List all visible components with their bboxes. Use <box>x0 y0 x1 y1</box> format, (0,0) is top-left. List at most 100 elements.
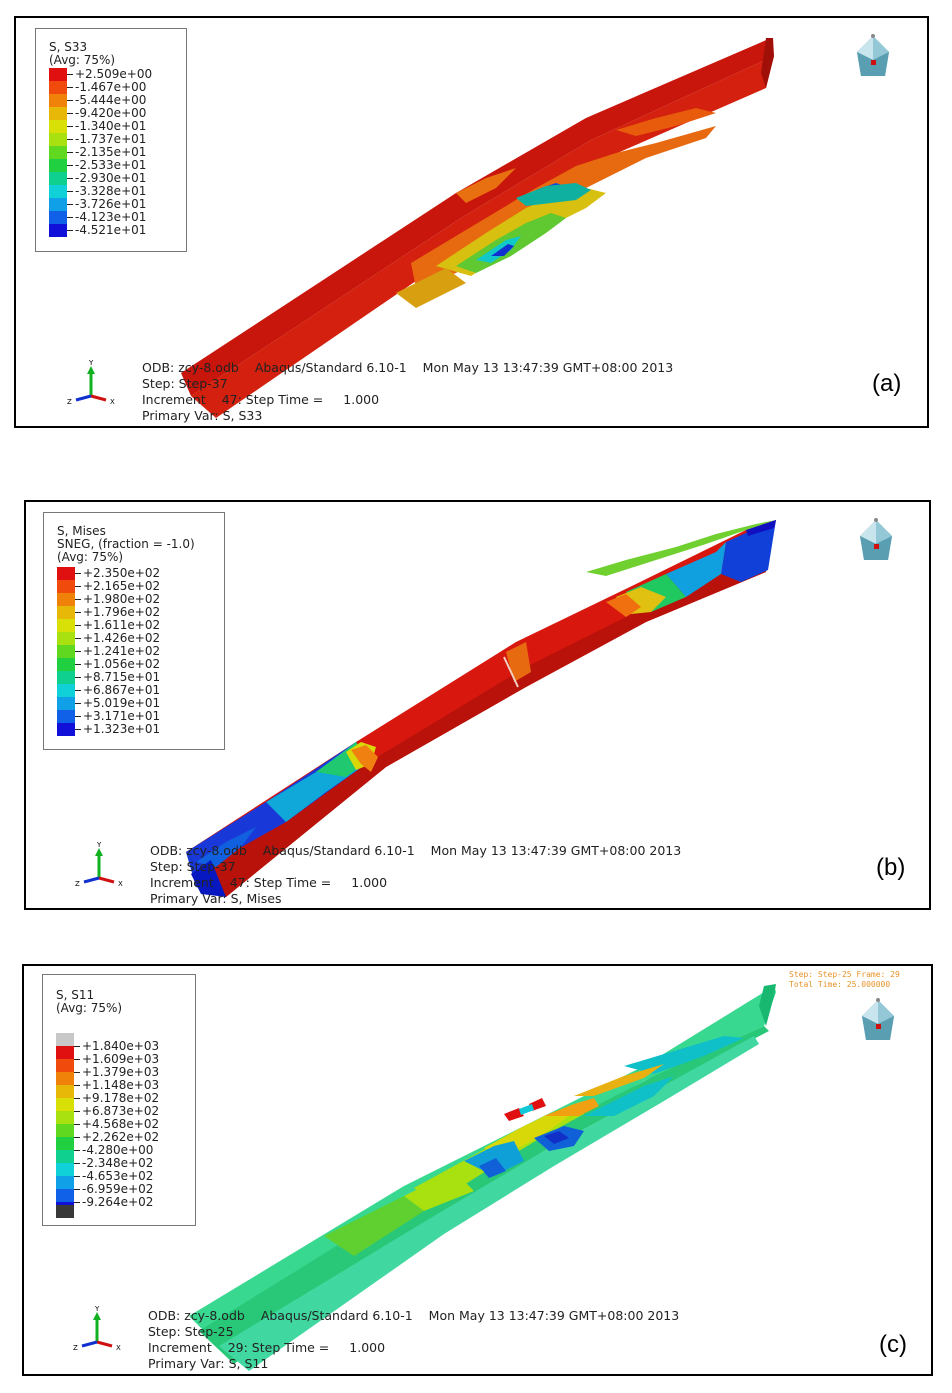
legend-row: +2.350e+02 <box>57 567 222 586</box>
legend-value: +2.165e+02 <box>83 579 161 593</box>
legend-title-line: (Avg: 75%) <box>57 550 124 564</box>
odb-prefix: ODB: <box>148 1308 181 1323</box>
legend-tick <box>67 74 73 75</box>
legend-swatch <box>57 710 75 723</box>
legend-tick <box>74 1046 80 1047</box>
increment-value: 47: Step Time = <box>221 392 324 407</box>
legend-row: +5.019e+01 <box>57 697 222 716</box>
legend-swatch <box>49 120 67 133</box>
legend-tick <box>74 1137 80 1138</box>
legend-row: +6.867e+01 <box>57 684 222 703</box>
timestamp: Mon May 13 13:47:39 GMT+08:00 2013 <box>422 360 674 375</box>
legend-value: +2.350e+02 <box>83 566 161 580</box>
legend-swatch <box>57 606 75 619</box>
legend-swatch <box>56 1124 74 1137</box>
legend-swatch <box>56 1059 74 1072</box>
axis-label-y: Y <box>94 1305 100 1313</box>
legend-tick <box>74 1059 80 1060</box>
legend-value: -1.340e+01 <box>75 119 147 133</box>
legend-value: +1.148e+03 <box>82 1078 160 1092</box>
legend-swatch <box>57 632 75 645</box>
legend-tick <box>74 1202 80 1203</box>
frame-note-step: Step: Step-25 Frame: 29 <box>789 970 900 979</box>
axis-label-x: X <box>116 1344 121 1352</box>
legend-tick <box>74 1111 80 1112</box>
primary-variable: Primary Var: S, S33 <box>142 408 263 423</box>
legend-row: -2.348e+02 <box>56 1157 196 1176</box>
legend-row: +2.262e+02 <box>56 1131 196 1150</box>
legend-value: -6.959e+02 <box>82 1182 154 1196</box>
legend-swatch <box>56 1150 74 1163</box>
legend-row: +9.178e+02 <box>56 1092 196 1111</box>
legend-row: +1.611e+02 <box>57 619 222 638</box>
legend-swatch <box>49 198 67 211</box>
legend-tick <box>67 204 73 205</box>
solver-version: Abaqus/Standard 6.10-1 <box>260 1308 413 1323</box>
legend-swatch <box>57 684 75 697</box>
legend-value: +1.241e+02 <box>83 644 161 658</box>
legend-row: +1.980e+02 <box>57 593 222 612</box>
legend-swatch <box>49 133 67 146</box>
panel-label-b: (b) <box>876 854 906 881</box>
legend-row: +2.509e+00 <box>49 68 184 87</box>
legend-row: +8.715e+01 <box>57 671 222 690</box>
legend-value: +1.379e+03 <box>82 1065 160 1079</box>
panel-a: S, S33 (Avg: 75%) +2.509e+00 -1.467e+00 -5… <box>14 16 929 428</box>
legend-tick <box>75 716 81 717</box>
legend-swatch <box>57 697 75 710</box>
legend-value: -4.653e+02 <box>82 1169 154 1183</box>
primary-variable: Primary Var: S, S11 <box>148 1356 269 1371</box>
legend-row: +1.840e+03 <box>56 1040 196 1059</box>
model-render-c <box>189 984 776 1371</box>
panel-b: S, Mises SNEG, (fraction = -1.0) (Avg: 7… <box>24 500 931 910</box>
legend-swatch <box>56 1111 74 1124</box>
step-prefix: Step: <box>150 859 183 874</box>
view-cube-icon[interactable] <box>856 994 900 1046</box>
axis-label-z: Z <box>75 880 80 888</box>
view-cube-icon[interactable] <box>854 514 898 566</box>
legend-row: -6.959e+02 <box>56 1183 196 1202</box>
axis-label-y: Y <box>88 359 94 367</box>
legend-tick <box>75 586 81 587</box>
legend-swatch <box>56 1072 74 1085</box>
legend-tick <box>75 638 81 639</box>
legend-row: -1.340e+01 <box>49 120 184 139</box>
legend-swatch <box>56 1176 74 1189</box>
legend-swatch <box>57 567 75 580</box>
legend-tick <box>67 139 73 140</box>
model-render-a <box>181 38 774 418</box>
timestamp: Mon May 13 13:47:39 GMT+08:00 2013 <box>428 1308 680 1323</box>
solver-version: Abaqus/Standard 6.10-1 <box>262 843 415 858</box>
legend-value: -3.726e+01 <box>75 197 147 211</box>
legend-rows: +2.509e+00 -1.467e+00 -5.444e+00 -9.420e+00… <box>49 68 184 249</box>
info-block-b: ODB: zcy-8.odb Abaqus/Standard 6.10-1 Mo… <box>150 843 681 907</box>
view-cube-icon[interactable] <box>851 30 895 82</box>
legend-swatch <box>57 671 75 684</box>
legend-row: -5.444e+00 <box>49 94 184 113</box>
legend-row: +1.379e+03 <box>56 1066 196 1085</box>
step-prefix: Step: <box>148 1324 181 1339</box>
legend-tick <box>74 1124 80 1125</box>
increment-value: 47: Step Time = <box>229 875 332 890</box>
axis-label-z: Z <box>73 1344 78 1352</box>
legend-value: +4.568e+02 <box>82 1117 160 1131</box>
legend-swatch <box>49 68 67 81</box>
legend-row: -1.737e+01 <box>49 133 184 152</box>
legend-swatch <box>56 1163 74 1176</box>
legend-row: -4.653e+02 <box>56 1170 196 1189</box>
legend-value: -1.737e+01 <box>75 132 147 146</box>
legend-row: +4.568e+02 <box>56 1118 196 1137</box>
legend-tick <box>74 1072 80 1073</box>
legend-row: -2.533e+01 <box>49 159 184 178</box>
legend-swatch <box>49 211 67 224</box>
legend-value: +2.262e+02 <box>82 1130 160 1144</box>
legend-value: +6.867e+01 <box>83 683 161 697</box>
triad-axis-icon: Y X Z <box>73 1305 121 1352</box>
legend-row: +1.323e+01 <box>57 723 222 742</box>
legend-swatch <box>49 172 67 185</box>
legend-value: -9.420e+00 <box>75 106 147 120</box>
legend-tick <box>75 664 81 665</box>
legend-tick <box>74 1163 80 1164</box>
increment-prefix: Increment <box>150 875 214 890</box>
legend-tick <box>67 178 73 179</box>
